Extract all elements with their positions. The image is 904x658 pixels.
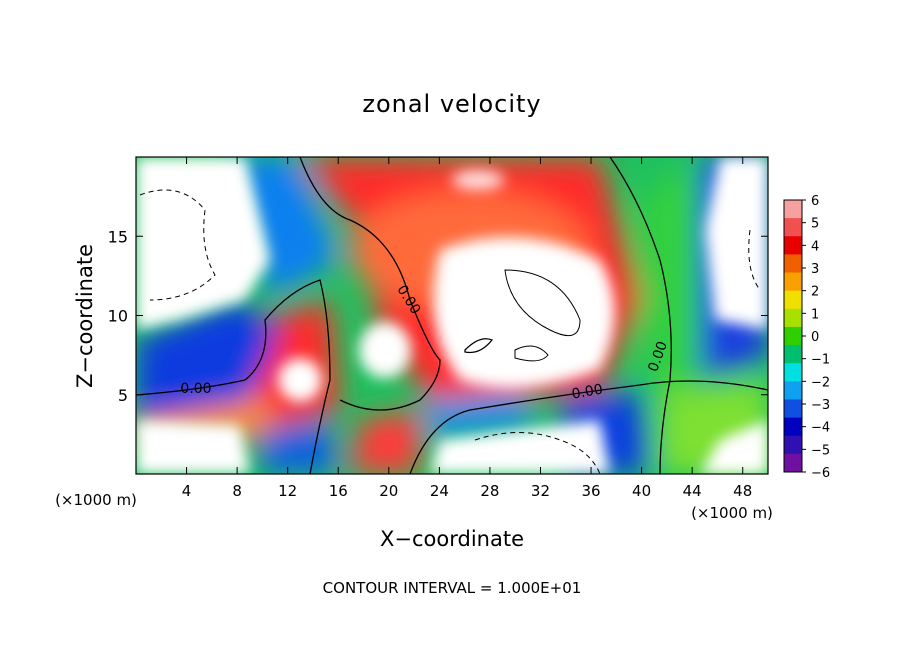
colorbar-swatch <box>784 417 802 437</box>
colorbar-label: −6 <box>811 466 830 481</box>
contour-label: 0.00 <box>180 381 211 397</box>
x-axis: 4 8 12 16 20 24 28 32 36 40 44 48 <box>182 157 752 500</box>
colorbar-label: −1 <box>811 353 830 368</box>
colorbar-swatch <box>784 381 802 400</box>
colorbar-label: 2 <box>811 285 819 300</box>
colorbar-label: 5 <box>811 217 819 232</box>
colorbar-swatch <box>784 326 802 346</box>
x-tick-label: 16 <box>329 482 348 500</box>
colorbar-swatch <box>784 254 802 274</box>
y-tick-label: 15 <box>108 227 128 246</box>
velocity-field <box>136 157 768 474</box>
colorbar-swatch <box>784 399 802 419</box>
y-axis-label: Z−coordinate <box>73 244 97 388</box>
x-tick-label: 40 <box>632 482 651 500</box>
x-axis-label: X−coordinate <box>380 527 524 551</box>
colorbar-label: 1 <box>811 307 819 322</box>
contour-interval-note: CONTOUR INTERVAL = 1.000E+01 <box>323 579 582 597</box>
colorbar-label: 6 <box>811 194 819 209</box>
colorbar-swatch <box>784 290 802 310</box>
colorbar-swatch <box>784 308 802 328</box>
colorbar-swatch <box>784 200 802 219</box>
x-tick-label: 28 <box>480 482 499 500</box>
contour-label: 0.00 <box>571 381 604 402</box>
colorbar-label: −4 <box>811 421 830 436</box>
x-unit-left: (×1000 m) <box>55 491 137 509</box>
colorbar-swatch <box>784 453 802 473</box>
colorbar-label: 4 <box>811 239 819 254</box>
x-tick-label: 44 <box>683 482 702 500</box>
x-tick-label: 24 <box>430 482 449 500</box>
y-tick-label: 5 <box>118 386 128 405</box>
colorbar-swatch <box>784 272 802 292</box>
colorbar-swatch <box>784 218 802 237</box>
colorbar-swatch <box>784 345 802 364</box>
x-tick-label: 36 <box>581 482 600 500</box>
colorbar-swatch <box>784 435 802 455</box>
y-tick-label: 10 <box>108 307 128 326</box>
x-tick-label: 8 <box>232 482 242 500</box>
x-tick-label: 32 <box>531 482 550 500</box>
colorbar: 6 5 4 3 2 1 0 −1 −2 −3 −4 −5 −6 <box>783 194 830 481</box>
colorbar-label: −5 <box>811 443 830 458</box>
colorbar-swatch <box>784 363 802 382</box>
x-tick-label: 4 <box>182 482 192 500</box>
x-tick-label: 20 <box>379 482 398 500</box>
chart-title: zonal velocity <box>362 90 541 118</box>
x-tick-label: 12 <box>278 482 297 500</box>
y-axis: 5 10 15 <box>108 227 768 405</box>
colorbar-label: 0 <box>811 330 819 345</box>
colorbar-label: −2 <box>811 375 830 390</box>
colorbar-swatch <box>784 236 802 255</box>
x-unit-right: (×1000 m) <box>691 504 773 522</box>
x-tick-label: 48 <box>733 482 752 500</box>
colorbar-label: −3 <box>811 398 830 413</box>
colorbar-label: 3 <box>811 262 819 277</box>
